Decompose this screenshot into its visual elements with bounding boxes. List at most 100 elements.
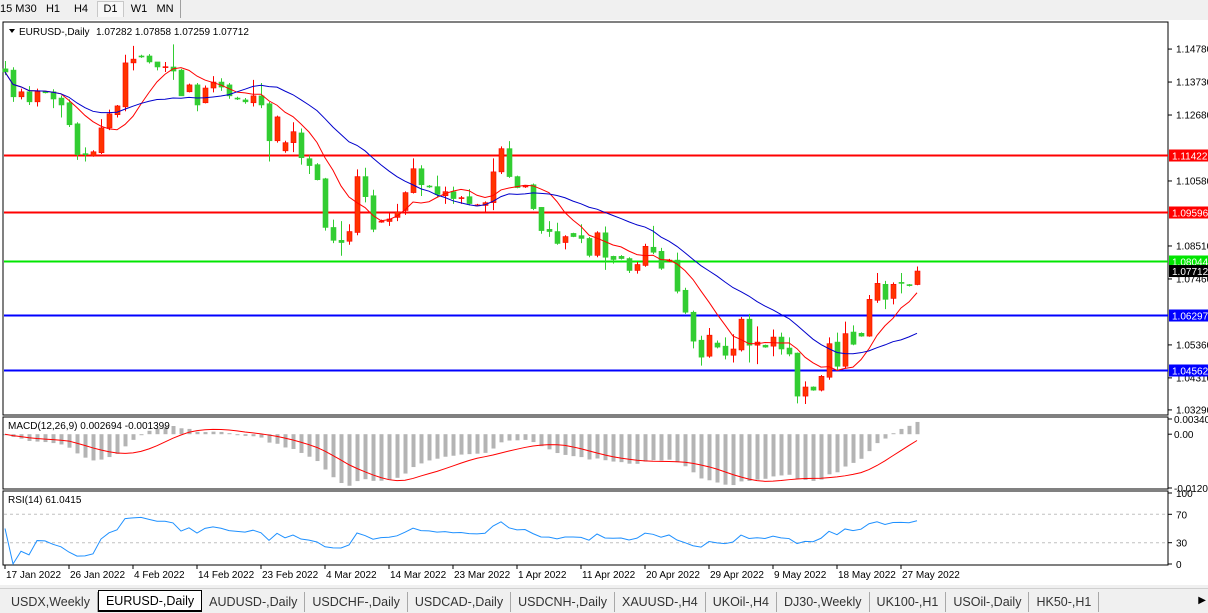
bullish-candle [290, 131, 297, 143]
timeframe-h4[interactable]: H4 [73, 3, 89, 15]
chart-tab[interactable]: USDCAD-,Daily [408, 592, 512, 612]
macd-histogram-bar [275, 434, 280, 444]
bullish-candle [394, 211, 401, 218]
price-tick-label: 1.04310 [1176, 373, 1208, 384]
chart-tab[interactable]: USDX,Weekly [4, 592, 98, 612]
chart-tab[interactable]: HK50-,H1 [1029, 592, 1100, 612]
bearish-candle [298, 132, 305, 159]
macd-histogram-bar [115, 434, 120, 454]
bullish-candle [202, 87, 209, 104]
rsi-tick-label: 100 [1176, 489, 1193, 500]
bearish-candle [794, 352, 801, 397]
timeframe-d1[interactable]: D1 [97, 1, 124, 17]
bullish-candle [490, 171, 497, 203]
level-price-label: 1.09596 [1172, 209, 1208, 220]
chart-tab[interactable]: UK100-,H1 [870, 592, 947, 612]
macd-histogram-bar [835, 434, 840, 473]
macd-histogram-bar [787, 434, 792, 475]
bearish-candle [154, 61, 161, 68]
bearish-candle [722, 345, 729, 356]
current-price-tag [1169, 265, 1208, 278]
timeframe-h1[interactable]: H1 [45, 3, 61, 15]
bearish-candle [370, 195, 377, 230]
bearish-candle [330, 227, 337, 241]
macd-label: MACD(12,26,9) 0.002694 -0.001399 [8, 421, 170, 432]
chart-tab[interactable]: USDCHF-,Daily [305, 592, 408, 612]
chart-tab[interactable]: DJ30-,Weekly [777, 592, 870, 612]
timeframe-mn[interactable]: MN [156, 3, 174, 15]
bullish-candle [346, 231, 353, 242]
level-price-tag [1169, 255, 1208, 268]
macd-histogram-bar [675, 434, 680, 463]
level-price-tag [1169, 309, 1208, 322]
macd-histogram-bar [731, 434, 736, 486]
price-tick-label: 1.10580 [1176, 176, 1208, 187]
timeframe-m15[interactable]: 15 [0, 3, 13, 15]
chart-tab[interactable]: USOil-,Daily [946, 592, 1030, 612]
macd-histogram-bar [259, 434, 264, 438]
macd-histogram-bar [531, 434, 536, 443]
bearish-candle [506, 148, 513, 177]
macd-histogram-bar [771, 434, 776, 477]
bearish-candle [178, 69, 185, 97]
macd-histogram-bar [699, 434, 704, 479]
macd-histogram-bar [299, 434, 304, 453]
current-price-label: 1.07712 [1172, 267, 1208, 278]
chart-tab[interactable]: XAUUSD-,H4 [615, 592, 706, 612]
macd-histogram-bar [291, 434, 296, 449]
timeframe-w1[interactable]: W1 [130, 3, 148, 15]
bullish-candle [770, 336, 777, 347]
price-chart[interactable]: 1.14780 1.13730 1.12680 1.10580 1.08510 1.074… [0, 20, 1208, 585]
timeframe-m30[interactable]: M30 [15, 3, 37, 15]
macd-histogram-bar [395, 434, 400, 478]
macd-histogram-bar [467, 434, 472, 455]
macd-histogram-bar [475, 434, 480, 454]
dropdown-triangle-icon[interactable] [9, 29, 15, 33]
macd-histogram-bar [43, 434, 48, 443]
bullish-candle [114, 105, 121, 116]
level-price-tag [1169, 364, 1208, 377]
chart-window[interactable]: 1.14780 1.13730 1.12680 1.10580 1.08510 1.074… [0, 20, 1208, 585]
bearish-candle [906, 284, 913, 286]
bullish-candle [498, 148, 505, 173]
level-price-label: 1.04562 [1172, 367, 1208, 378]
price-tick-label: 1.12680 [1176, 111, 1208, 122]
macd-histogram-bar [451, 434, 456, 456]
bearish-candle [10, 69, 17, 98]
bearish-candle [746, 318, 753, 346]
bullish-candle [594, 232, 601, 256]
macd-histogram-bar [523, 434, 528, 440]
macd-histogram-bar [427, 434, 432, 461]
bearish-candle [266, 103, 273, 142]
macd-histogram-bar [379, 434, 384, 481]
date-label: 18 May 2022 [838, 570, 896, 581]
bearish-candle [450, 191, 457, 199]
chart-header: EURUSD-,Daily 1.07282 1.07858 1.07259 1.… [9, 27, 249, 38]
price-tick-label: 1.14780 [1176, 45, 1208, 56]
rsi-tick-label: 30 [1176, 539, 1188, 550]
bearish-candle [314, 164, 321, 181]
macd-histogram-bar [907, 425, 912, 435]
macd-histogram-bar [107, 434, 112, 458]
fast-moving-average-line [4, 67, 918, 371]
bullish-candle [738, 318, 745, 351]
macd-histogram-bar [171, 425, 176, 435]
chart-tab[interactable]: EURUSD-,Daily [97, 590, 203, 612]
bearish-candle [338, 240, 345, 243]
chart-tab[interactable]: UKOil-,H4 [706, 592, 777, 612]
macd-histogram-bar [843, 434, 848, 467]
macd-histogram-bar [59, 434, 64, 445]
chart-tab[interactable]: AUDUSD-,Daily [202, 592, 306, 612]
tab-scroll-right-icon[interactable]: ▶ [1198, 595, 1206, 606]
macd-signal-line [4, 428, 918, 482]
chart-tab[interactable]: USDCNH-,Daily [511, 592, 615, 612]
bearish-candle [58, 97, 65, 106]
macd-histogram-bar [651, 434, 656, 461]
macd-histogram-bar [619, 434, 624, 463]
bullish-candle [282, 142, 289, 152]
bullish-candle [866, 299, 873, 337]
bullish-candle [90, 151, 97, 157]
bearish-candle [42, 91, 49, 94]
macd-histogram-bar [339, 434, 344, 484]
bullish-candle [186, 84, 193, 93]
